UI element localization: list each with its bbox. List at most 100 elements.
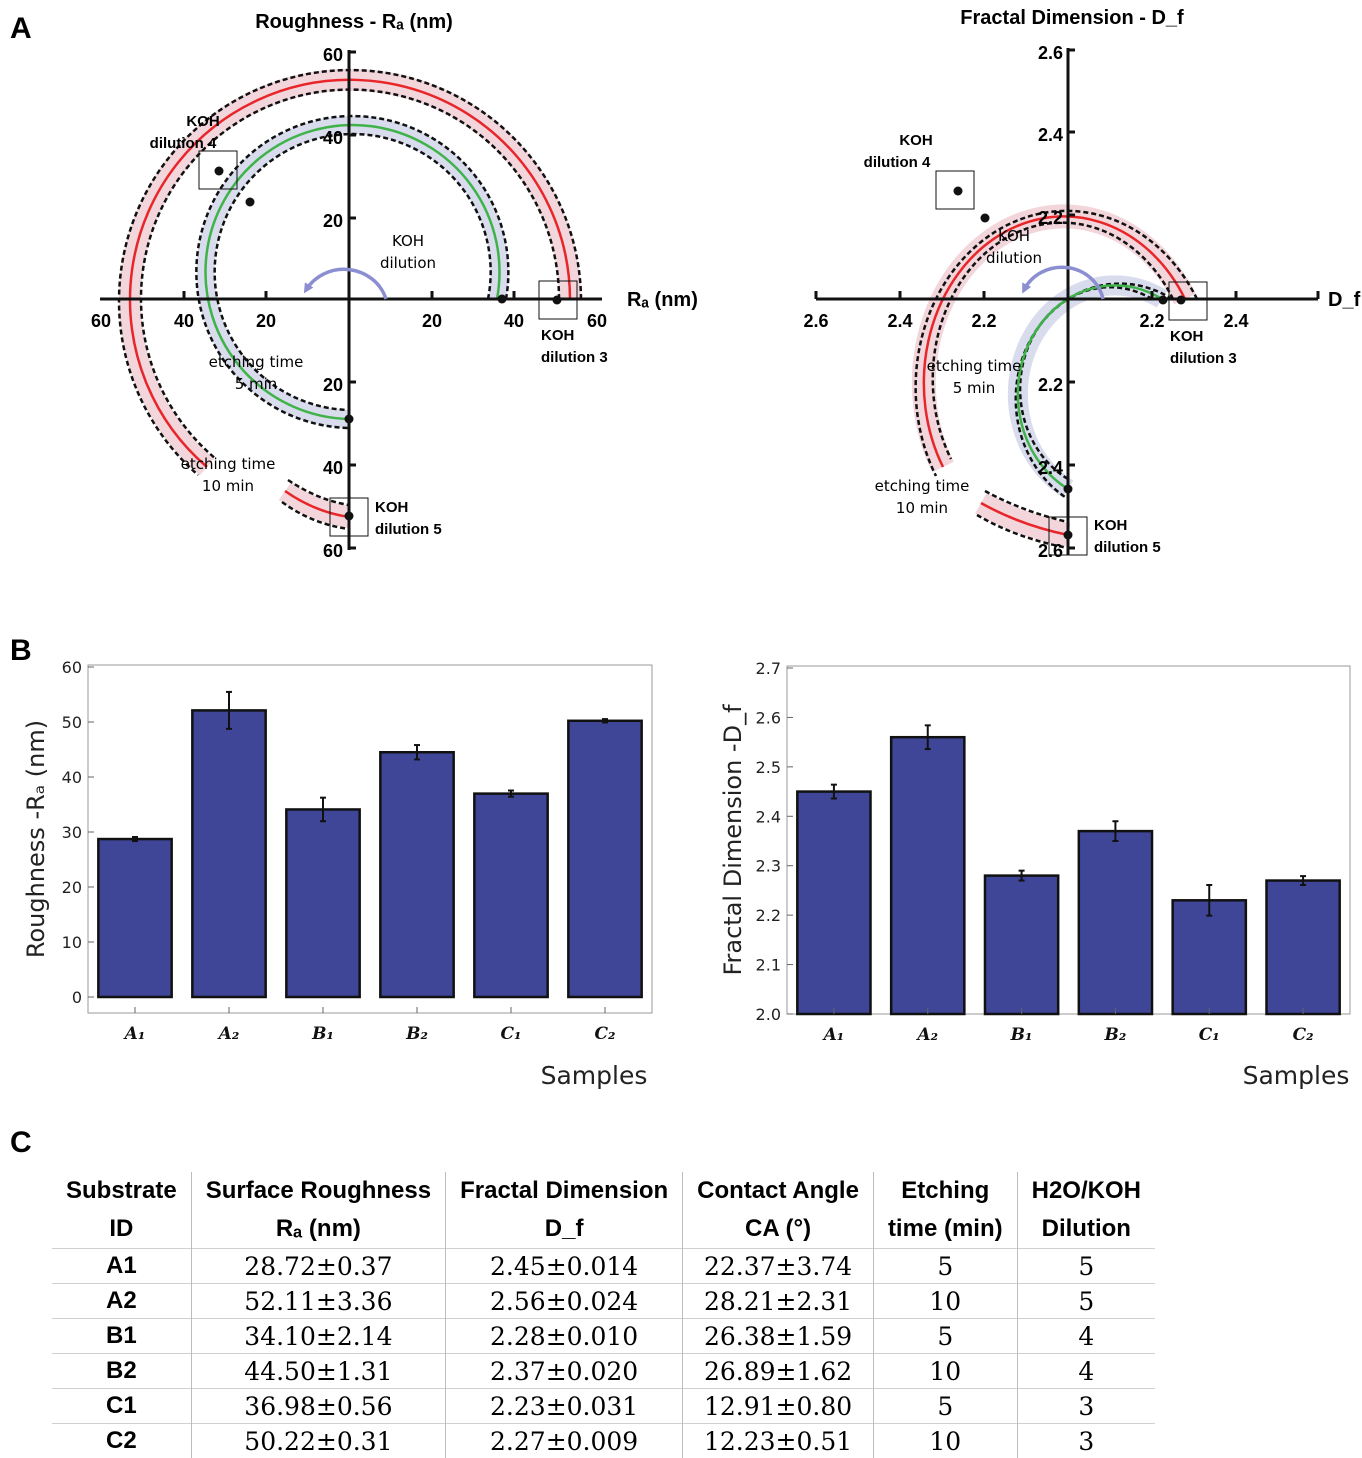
table-header: Contact Angle bbox=[683, 1172, 874, 1210]
polar-ra-koh3-label: dilution 3 bbox=[541, 349, 608, 366]
panel-label-a: A bbox=[10, 12, 32, 45]
polar-ra-x-tick: 40 bbox=[504, 311, 524, 331]
table-cell: 10 bbox=[873, 1354, 1017, 1389]
table-header: Fractal Dimension bbox=[446, 1172, 683, 1210]
y-tick-label: 2.7 bbox=[756, 659, 781, 678]
polar-df-etch5-label: 5 min bbox=[953, 379, 996, 397]
polar-ra-point-koh5-green bbox=[345, 415, 354, 424]
table-cell: 5 bbox=[1017, 1249, 1155, 1284]
polar-df-red-band bbox=[924, 216, 1185, 467]
table-cell-id: B2 bbox=[52, 1354, 191, 1389]
table-cell: 12.91±0.80 bbox=[683, 1389, 874, 1424]
table-cell: 5 bbox=[873, 1319, 1017, 1354]
table-cell: 5 bbox=[873, 1389, 1017, 1424]
polar-ra-y-tick: 20 bbox=[323, 375, 343, 395]
polar-ra-x-tick: 60 bbox=[91, 311, 111, 331]
x-tick-label: B₂ bbox=[1104, 1025, 1127, 1045]
polar-df-y-tick: 2.2 bbox=[1038, 375, 1063, 395]
bar bbox=[474, 794, 547, 997]
polar-ra-x-tick: 40 bbox=[174, 311, 194, 331]
polar-df-x-tick: 2.2 bbox=[971, 311, 996, 331]
polar-df-x-tick: 2.2 bbox=[1139, 311, 1164, 331]
polar-df-koh4-label: KOH bbox=[899, 132, 932, 149]
table-cell: 2.45±0.014 bbox=[446, 1249, 683, 1284]
y-tick-label: 2.1 bbox=[756, 956, 781, 975]
polar-df-y-tick: 2.6 bbox=[1038, 541, 1063, 561]
panel-label-b: B bbox=[10, 634, 32, 667]
polar-df-etch5-label: etching time bbox=[927, 357, 1022, 375]
table-cell: 26.89±1.62 bbox=[683, 1354, 874, 1389]
polar-df-x-tick: 2.4 bbox=[1223, 311, 1248, 331]
table-cell: 2.56±0.024 bbox=[446, 1284, 683, 1319]
bar bbox=[568, 721, 641, 997]
polar-df-point-koh5-red bbox=[1064, 531, 1073, 540]
table-cell: 12.23±0.51 bbox=[683, 1424, 874, 1458]
polar-ra-etch10-label: 10 min bbox=[202, 477, 254, 495]
y-tick-label: 2.4 bbox=[756, 807, 781, 826]
table-cell: 5 bbox=[1017, 1284, 1155, 1319]
polar-ra-koh-dilution-label: dilution bbox=[380, 254, 436, 272]
x-tick-label: A₁ bbox=[123, 1024, 146, 1044]
table-cell-id: C2 bbox=[52, 1424, 191, 1458]
polar-df-koh3-label: KOH bbox=[1170, 328, 1203, 345]
y-tick-label: 10 bbox=[62, 933, 82, 952]
polar-df-koh3-label: dilution 3 bbox=[1170, 350, 1237, 367]
panel-label-c: C bbox=[10, 1126, 32, 1159]
polar-ra-y-tick: 40 bbox=[323, 458, 343, 478]
polar-df-etch10-label: etching time bbox=[875, 477, 970, 495]
table-header: Substrate bbox=[52, 1172, 191, 1210]
table-header: CA (°) bbox=[683, 1210, 874, 1249]
y-tick-label: 50 bbox=[62, 713, 82, 732]
polar-df-point-koh3-red bbox=[1177, 296, 1186, 305]
y-tick-label: 2.6 bbox=[756, 708, 781, 727]
polar-ra-etch5-label: etching time bbox=[209, 353, 304, 371]
polar-df-point-koh4-red bbox=[954, 187, 963, 196]
table-cell: 3 bbox=[1017, 1424, 1155, 1458]
table-cell: 44.50±1.31 bbox=[191, 1354, 445, 1389]
table-header: Surface Roughness bbox=[191, 1172, 445, 1210]
table-cell: 34.10±2.14 bbox=[191, 1319, 445, 1354]
table-cell: 26.38±1.59 bbox=[683, 1319, 874, 1354]
polar-ra-y-tick: 60 bbox=[323, 541, 343, 561]
table-header-row: ID Rₐ (nm) D_f CA (°) time (min) Dilutio… bbox=[52, 1210, 1155, 1249]
y-tick-label: 20 bbox=[62, 878, 82, 897]
polar-ra-y-tick: 60 bbox=[323, 45, 343, 65]
polar-ra-axis-label: Rₐ (nm) bbox=[627, 289, 698, 311]
bar bbox=[192, 710, 265, 997]
polar-df-koh5-label: dilution 5 bbox=[1094, 539, 1161, 556]
y-axis-label: Roughness -Rₐ (nm) bbox=[22, 720, 50, 958]
y-tick-label: 40 bbox=[62, 768, 82, 787]
polar-df-x-tick: 2.4 bbox=[887, 311, 912, 331]
polar-ra-etch10-label: etching time bbox=[181, 455, 276, 473]
polar-ra-koh5-label: KOH bbox=[375, 499, 408, 516]
table-cell: 5 bbox=[873, 1249, 1017, 1284]
table-cell: 3 bbox=[1017, 1389, 1155, 1424]
polar-df-plot: 2.6 2.4 2.2 2.2 2.4 2.6 2.4 2.2 2.2 2.4 … bbox=[803, 7, 1360, 561]
table-header: H2O/KOH bbox=[1017, 1172, 1155, 1210]
bar bbox=[891, 737, 964, 1014]
y-tick-label: 2.0 bbox=[756, 1005, 781, 1024]
table-cell-id: A2 bbox=[52, 1284, 191, 1319]
table-cell: 2.23±0.031 bbox=[446, 1389, 683, 1424]
table-cell-id: C1 bbox=[52, 1389, 191, 1424]
y-axis-label: Fractal Dimension -D_f bbox=[719, 704, 747, 976]
table-cell: 36.98±0.56 bbox=[191, 1389, 445, 1424]
polar-ra-point-koh4-green bbox=[246, 198, 255, 207]
polar-df-x-tick: 2.6 bbox=[803, 311, 828, 331]
polar-ra-koh5-label: dilution 5 bbox=[375, 521, 442, 538]
x-axis-label: Samples bbox=[1243, 1061, 1350, 1090]
table-cell: 28.72±0.37 bbox=[191, 1249, 445, 1284]
polar-df-koh-dilution-label: dilution bbox=[986, 249, 1042, 267]
polar-df-koh-dilution-label: KOH bbox=[998, 227, 1030, 245]
polar-ra-etch5-label: 5 min bbox=[235, 375, 278, 393]
polar-df-etch10-label: 10 min bbox=[896, 499, 948, 517]
table-cell: 52.11±3.36 bbox=[191, 1284, 445, 1319]
table-header: ID bbox=[52, 1210, 191, 1249]
table-cell: 22.37±3.74 bbox=[683, 1249, 874, 1284]
polar-df-koh4-label: dilution 4 bbox=[864, 154, 931, 171]
